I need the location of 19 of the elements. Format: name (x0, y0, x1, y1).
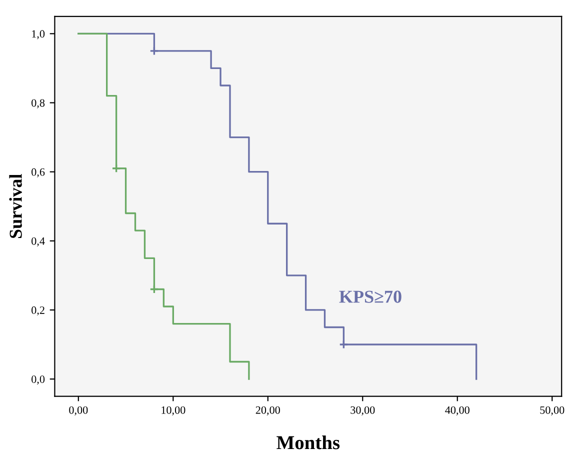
x-axis-title: Months (276, 436, 340, 450)
point (150, 284, 159, 294)
y-tick-label: 0,4 (32, 237, 45, 246)
y-tick-label: 0,8 (32, 99, 45, 108)
point (150, 46, 159, 56)
y-tick-label: 0,6 (32, 168, 45, 178)
x-tick-label: 10,00 (162, 406, 186, 416)
point (339, 340, 348, 350)
x-tick-label: 0,00 (69, 406, 88, 416)
x-tick-label: 40,00 (445, 406, 470, 416)
y-tick-label: 0,0 (32, 376, 45, 385)
x-tick-label: 20,00 (256, 406, 280, 416)
y-axis-title: Survival (9, 174, 22, 238)
point (112, 164, 121, 174)
series-label: KPS≥70 (339, 290, 402, 303)
y-tick-label: 0,2 (32, 306, 44, 316)
y-tick-label: 1,0 (32, 30, 45, 40)
x-tick-label: 50,00 (540, 406, 564, 416)
x-tick-label: 30,00 (350, 406, 375, 416)
